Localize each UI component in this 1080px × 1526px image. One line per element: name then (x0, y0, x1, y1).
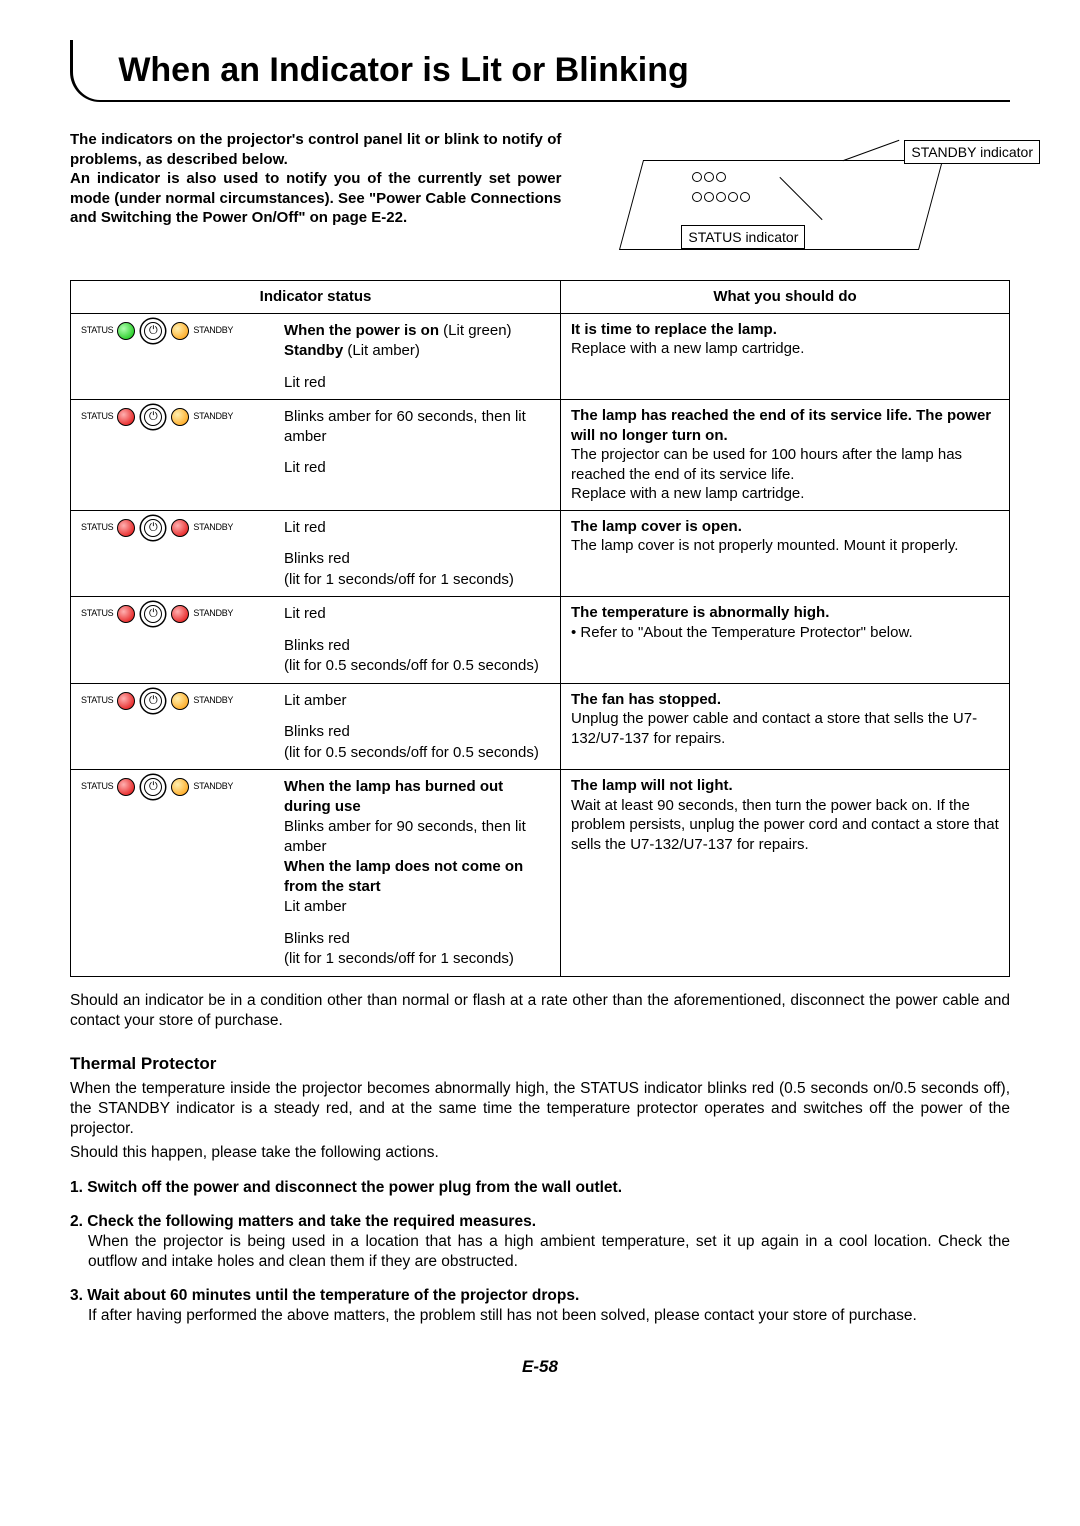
header-indicator-status: Indicator status (71, 281, 561, 314)
status-led-icon (117, 322, 135, 340)
status-led-icon (117, 605, 135, 623)
table-row: STATUS STANDBY Lit amberBlinks red(lit for… (71, 683, 1010, 770)
standby-led-icon (171, 605, 189, 623)
status-led-icon (117, 778, 135, 796)
intro-text: The indicators on the projector's contro… (70, 130, 561, 228)
projector-diagram: STANDBY indicator STATUS indicator (591, 130, 1010, 270)
action-text: The lamp has reached the end of its serv… (561, 400, 1010, 511)
status-label: STATUS (81, 781, 113, 793)
standby-led-icon (171, 692, 189, 710)
table-row: STATUS STANDBY Blinks amber for 60 seconds… (71, 400, 1010, 511)
header-action: What you should do (561, 281, 1010, 314)
step-head: 3. Wait about 60 minutes until the tempe… (70, 1287, 579, 1304)
status-label: STATUS (81, 695, 113, 707)
led-group: STATUS STANDBY (81, 603, 276, 623)
status-label: STATUS (81, 411, 113, 423)
standby-label: STANDBY (193, 411, 233, 423)
power-icon (144, 519, 162, 537)
indicator-table: Indicator status What you should do STAT… (70, 280, 1010, 977)
status-text: Lit redBlinks red(lit for 0.5 seconds/of… (284, 603, 550, 677)
action-text: The temperature is abnormally high.• Ref… (561, 597, 1010, 684)
status-label: STATUS (81, 522, 113, 534)
standby-led-icon (171, 322, 189, 340)
thermal-heading: Thermal Protector (70, 1053, 1010, 1075)
status-text: Blinks amber for 60 seconds, then lit am… (284, 406, 550, 479)
step-head: 2. Check the following matters and take … (70, 1213, 536, 1230)
thermal-step: 3. Wait about 60 minutes until the tempe… (70, 1286, 1010, 1326)
standby-callout: STANDBY indicator (904, 140, 1040, 164)
led-group: STATUS STANDBY (81, 776, 276, 796)
table-row: STATUS STANDBY When the lamp has burned ou… (71, 770, 1010, 977)
action-text: It is time to replace the lamp.Replace w… (561, 313, 1010, 400)
action-text: The lamp will not light.Wait at least 90… (561, 770, 1010, 977)
below-table-note: Should an indicator be in a condition ot… (70, 991, 1010, 1031)
table-row: STATUS STANDBY When the power is on (Lit g… (71, 313, 1010, 400)
standby-label: STANDBY (193, 781, 233, 793)
page-title: When an Indicator is Lit or Blinking (118, 51, 688, 89)
action-text: The fan has stopped.Unplug the power cab… (561, 683, 1010, 770)
status-label: STATUS (81, 608, 113, 620)
led-group: STATUS STANDBY (81, 517, 276, 537)
status-led-icon (117, 692, 135, 710)
table-row: STATUS STANDBY Lit redBlinks red(lit for 1… (71, 510, 1010, 597)
step-head: 1. Switch off the power and disconnect t… (70, 1179, 622, 1196)
thermal-step: 2. Check the following matters and take … (70, 1212, 1010, 1272)
status-led-icon (117, 408, 135, 426)
step-sub: When the projector is being used in a lo… (88, 1232, 1010, 1272)
power-icon (144, 692, 162, 710)
thermal-body1: When the temperature inside the projecto… (70, 1079, 1010, 1139)
page-number: E-58 (70, 1356, 1010, 1378)
thermal-body2: Should this happen, please take the foll… (70, 1143, 1010, 1163)
step-sub: If after having performed the above matt… (88, 1306, 1010, 1326)
status-label: STATUS (81, 325, 113, 337)
status-text: When the lamp has burned out during useB… (284, 776, 550, 970)
led-group: STATUS STANDBY (81, 690, 276, 710)
power-icon (144, 778, 162, 796)
status-callout: STATUS indicator (681, 225, 805, 249)
action-text: The lamp cover is open.The lamp cover is… (561, 510, 1010, 597)
standby-label: STANDBY (193, 608, 233, 620)
power-icon (144, 322, 162, 340)
led-group: STATUS STANDBY (81, 406, 276, 426)
thermal-step: 1. Switch off the power and disconnect t… (70, 1178, 1010, 1198)
standby-led-icon (171, 519, 189, 537)
standby-label: STANDBY (193, 325, 233, 337)
page-title-wrap: When an Indicator is Lit or Blinking (70, 40, 1010, 102)
status-text: Lit amberBlinks red(lit for 0.5 seconds/… (284, 690, 550, 764)
status-text: When the power is on (Lit green)Standby … (284, 320, 550, 394)
standby-led-icon (171, 778, 189, 796)
power-icon (144, 408, 162, 426)
standby-label: STANDBY (193, 522, 233, 534)
status-text: Lit redBlinks red(lit for 1 seconds/off … (284, 517, 550, 591)
intro-row: The indicators on the projector's contro… (70, 130, 1010, 270)
table-row: STATUS STANDBY Lit redBlinks red(lit for 0… (71, 597, 1010, 684)
status-led-icon (117, 519, 135, 537)
thermal-section: Thermal Protector When the temperature i… (70, 1053, 1010, 1327)
standby-label: STANDBY (193, 695, 233, 707)
led-group: STATUS STANDBY (81, 320, 276, 340)
power-icon (144, 605, 162, 623)
standby-led-icon (171, 408, 189, 426)
